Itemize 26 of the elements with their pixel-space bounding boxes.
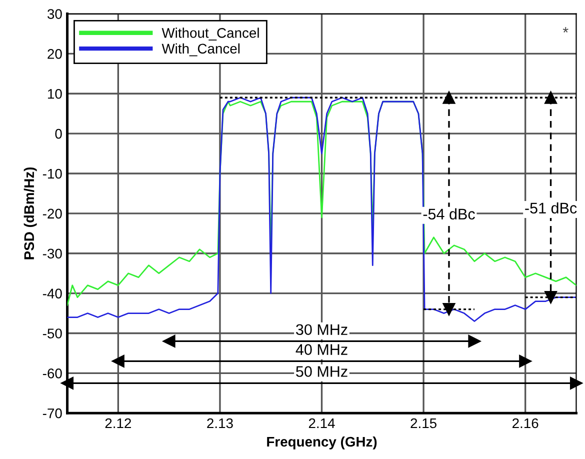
- x-tick-label: 2.16: [512, 418, 538, 428]
- series-label: -54 dBc: [423, 208, 475, 220]
- y-tick-label: 0: [55, 128, 62, 139]
- y-tick-label: -70: [42, 408, 62, 418]
- y-tick-label: -20: [42, 208, 62, 219]
- annotation: *: [562, 27, 568, 33]
- x-tick-label: 2.14: [308, 418, 335, 428]
- legend-label: Without_Cancel: [162, 28, 259, 40]
- legend-label: With_Cancel: [162, 43, 240, 56]
- y-axis-title: PSD (dBm/Hz): [24, 167, 37, 260]
- y-tick-label: 10: [48, 88, 62, 99]
- y-tick-label: 30: [47, 9, 62, 19]
- y-tick-label: -30: [42, 248, 62, 259]
- series-label: 30 MHz: [296, 324, 348, 336]
- y-tick-label: -60: [42, 368, 62, 378]
- series-label: -51 dBc: [525, 202, 577, 214]
- y-tick-label: -50: [42, 328, 62, 338]
- series-label: 40 MHz: [296, 344, 348, 355]
- x-tick-label: 2.12: [105, 418, 131, 428]
- y-tick-label: 20: [48, 49, 62, 59]
- y-tick-label: -40: [42, 288, 62, 298]
- x-tick-label: 2.15: [410, 418, 436, 428]
- y-tick-label: -10: [42, 168, 62, 179]
- series-label: 50 MHz: [296, 366, 348, 377]
- x-axis-title: Frequency (GHz): [267, 436, 377, 450]
- x-tick-label: 2.13: [207, 418, 233, 428]
